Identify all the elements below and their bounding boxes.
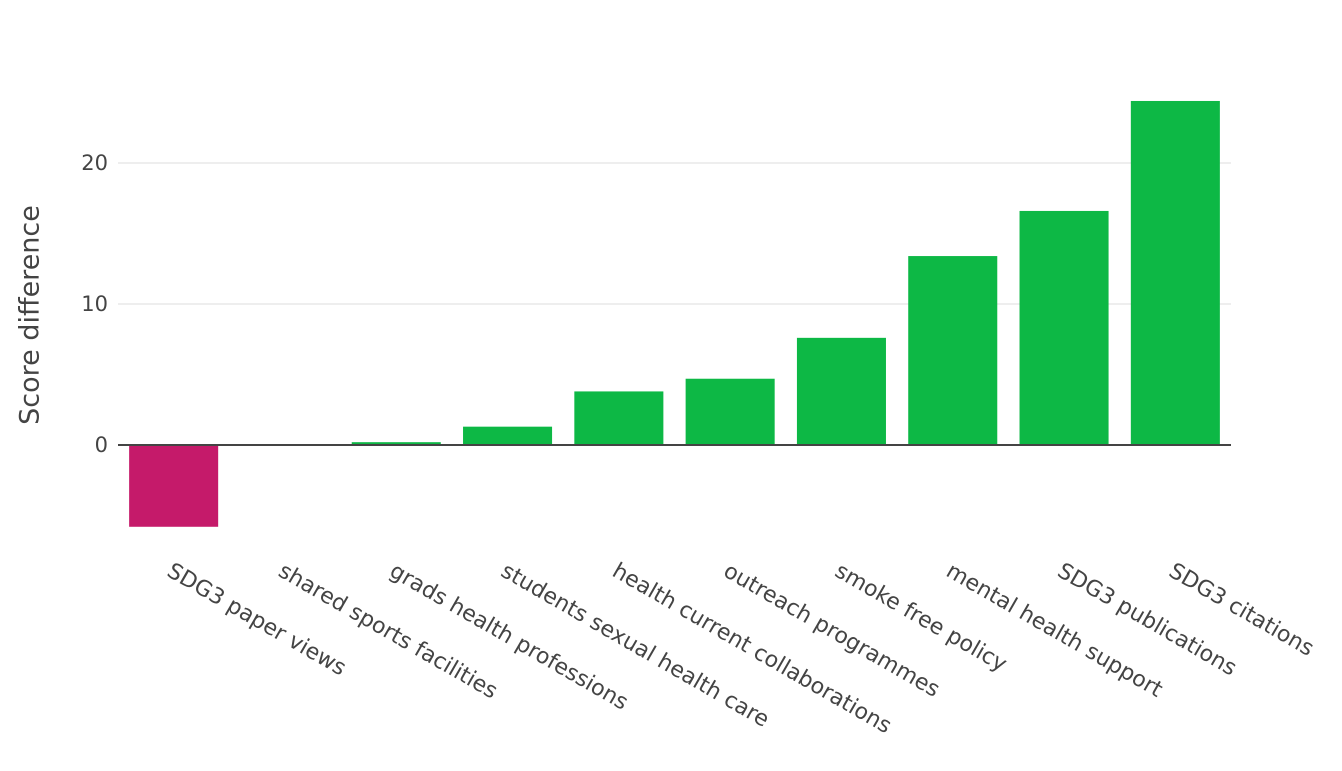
- bar: [351, 442, 441, 445]
- bar: [463, 426, 553, 445]
- bar: [685, 378, 775, 445]
- y-tick-label: 20: [81, 151, 108, 175]
- bar: [908, 256, 998, 445]
- bar: [129, 445, 219, 527]
- y-tick-label: 0: [95, 433, 108, 457]
- x-category-label: SDG3 publications: [1053, 559, 1241, 682]
- bar: [1130, 100, 1220, 446]
- y-axis-ticks: 0 10 20: [81, 151, 108, 457]
- x-category-label: SDG3 paper views: [163, 559, 350, 682]
- bar: [574, 391, 664, 445]
- y-tick-label: 10: [81, 292, 108, 316]
- bar: [796, 337, 886, 445]
- y-axis-title: Score difference: [15, 205, 46, 425]
- bar: [1019, 210, 1109, 445]
- bars: [129, 100, 1220, 527]
